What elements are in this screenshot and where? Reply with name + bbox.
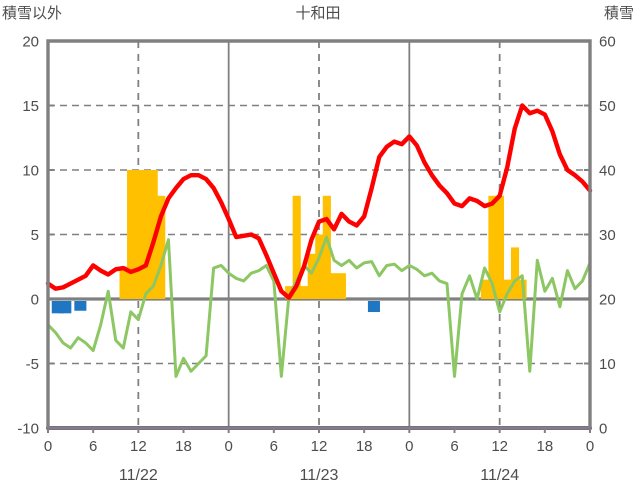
x-axis-hour-tick: 12 <box>130 438 147 455</box>
left-axis-tick: 20 <box>22 34 39 51</box>
x-axis-day-label: 11/22 <box>119 467 158 484</box>
x-axis-hour-tick: 0 <box>405 438 413 455</box>
right-axis-tick: 50 <box>599 98 616 115</box>
x-axis-day-label: 11/24 <box>480 467 519 484</box>
x-axis-hour-tick: 0 <box>44 438 52 455</box>
axis-frame <box>46 39 592 433</box>
left-axis-tick: 10 <box>22 163 39 180</box>
right-axis-tick: 40 <box>599 163 616 180</box>
snowfall-markers <box>51 301 380 314</box>
x-axis-hour-tick: 6 <box>89 438 97 455</box>
left-axis-tick: -5 <box>26 356 39 373</box>
x-axis-hour-tick: 12 <box>311 438 328 455</box>
right-axis-tick: 10 <box>599 356 616 373</box>
right-axis-tick: 0 <box>599 421 607 438</box>
x-axis-hour-tick: 18 <box>175 438 192 455</box>
x-axis-hour-tick: 12 <box>491 438 508 455</box>
left-axis-tick: 0 <box>31 292 39 309</box>
left-axis-tick: 5 <box>31 227 39 244</box>
x-axis-hour-tick: 18 <box>536 438 553 455</box>
chart-title: 十和田 <box>295 5 341 22</box>
x-axis-day-label: 11/23 <box>300 467 339 484</box>
x-axis-hour-tick: 18 <box>356 438 373 455</box>
right-axis-label: 積雪 <box>603 5 634 22</box>
x-axis-hour-tick: 0 <box>224 438 232 455</box>
right-axis-tick: 60 <box>599 34 616 51</box>
right-axis-tick: 30 <box>599 227 616 244</box>
x-axis-hour-tick: 0 <box>586 438 594 455</box>
left-axis-label: 積雪以外 <box>2 5 63 22</box>
x-axis-hour-tick: 6 <box>270 438 278 455</box>
right-axis-tick: 20 <box>599 292 616 309</box>
left-axis-tick: 15 <box>22 98 39 115</box>
left-axis-tick: -10 <box>17 421 39 438</box>
x-axis-hour-tick: 6 <box>450 438 458 455</box>
